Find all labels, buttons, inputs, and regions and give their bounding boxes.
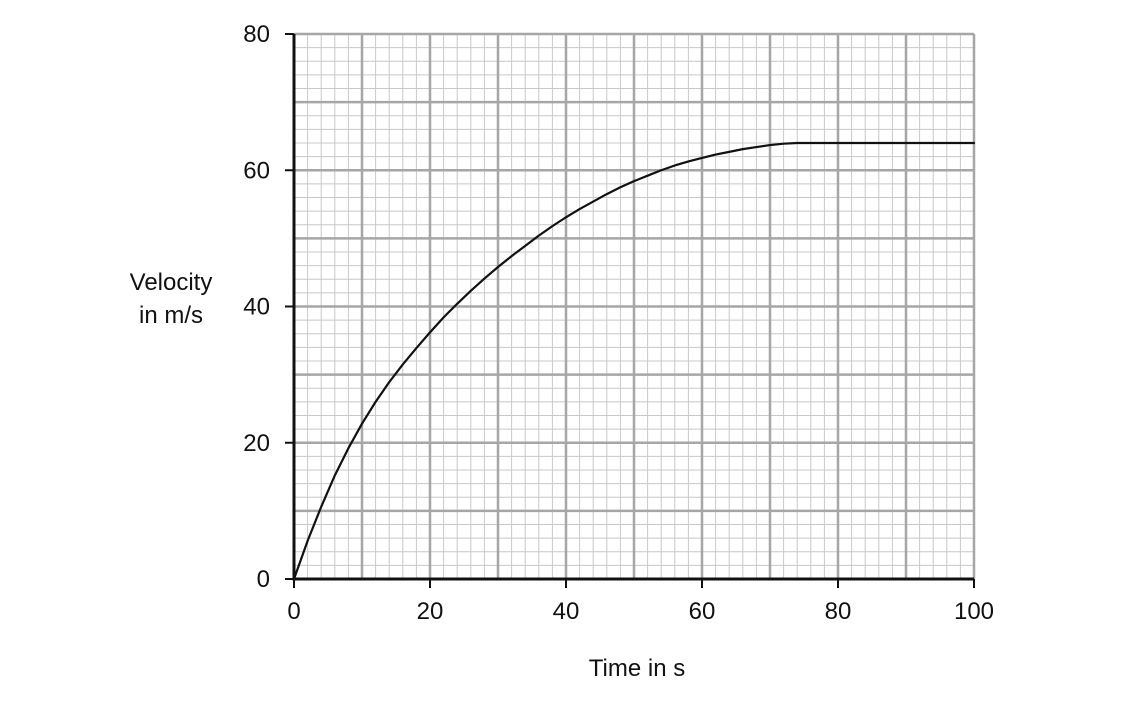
x-tick-label: 100 <box>954 598 994 625</box>
y-tick-label: 0 <box>257 566 270 593</box>
axes <box>285 33 975 588</box>
y-tick-label: 80 <box>243 21 270 48</box>
x-tick-label: 0 <box>287 598 300 625</box>
x-tick-label: 80 <box>825 598 852 625</box>
y-tick-label: 60 <box>243 157 270 184</box>
x-tick-labels: 0 20 40 60 80 100 <box>287 598 994 625</box>
x-tick-label: 20 <box>417 598 444 625</box>
y-tick-label: 40 <box>243 294 270 321</box>
y-tick-label: 20 <box>243 430 270 457</box>
y-tick-labels: 0 20 40 60 80 <box>243 21 270 593</box>
x-tick-label: 60 <box>689 598 716 625</box>
velocity-curve <box>292 141 976 581</box>
y-axis-title-line-1: Velocity <box>130 269 213 296</box>
x-tick-label: 40 <box>553 598 580 625</box>
data-series <box>292 141 976 581</box>
y-axis-title-line-2: in m/s <box>139 302 203 329</box>
x-axis-title: Time in s <box>589 655 685 682</box>
